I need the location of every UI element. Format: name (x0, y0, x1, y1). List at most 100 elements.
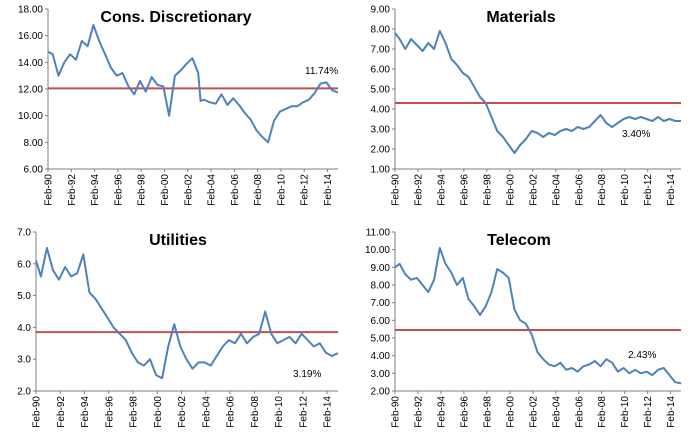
x-tick-label: Feb-12 (300, 174, 311, 206)
y-tick-labels: 18.00 16.00 14.00 12.00 10.00 8.00 6.00 (18, 5, 48, 176)
y-tick-label: 8.00 (371, 25, 391, 36)
x-tick-label: Feb-02 (183, 174, 194, 206)
y-tick-label: 6.00 (371, 316, 391, 327)
y-tick-label: 10.00 (365, 245, 390, 256)
x-tick-label: Feb-12 (643, 396, 654, 428)
x-tick-label: Feb-94 (436, 396, 447, 428)
x-tick-label: Feb-96 (113, 174, 124, 206)
x-tick-label: Feb-08 (253, 174, 264, 206)
x-tick-label: Feb-96 (459, 174, 470, 206)
panel-telecom: Telecom 11.00 10.00 9.00 8.00 7.00 6.00 5.00 4.… (365, 228, 682, 428)
x-tick-label: Feb-14 (666, 174, 677, 206)
x-tick-label: Feb-02 (528, 396, 539, 428)
x-tick-label: Feb-00 (153, 396, 164, 428)
y-tick-label: 5.00 (371, 334, 391, 345)
x-tick-label: Feb-06 (574, 174, 585, 206)
y-tick-label: 4.00 (371, 351, 391, 362)
x-tick-label: Feb-98 (482, 174, 493, 206)
x-tick-label: Feb-90 (391, 174, 402, 206)
x-tick-label: Feb-92 (413, 396, 424, 428)
x-tick-label: Feb-90 (391, 396, 402, 428)
y-tick-label: 12.00 (18, 85, 43, 96)
y-tick-label: 2.0 (17, 387, 31, 398)
x-tick-label: Feb-96 (104, 396, 115, 428)
x-tick-label: Feb-00 (505, 396, 516, 428)
x-tick-label: Feb-04 (207, 174, 218, 206)
x-tick-label: Feb-14 (666, 396, 677, 428)
x-tick-label: Feb-10 (620, 174, 631, 206)
y-tick-label: 10.00 (18, 111, 43, 122)
x-tick-label: Feb-10 (276, 174, 287, 206)
series-line (47, 24, 339, 144)
y-tick-label: 4.0 (17, 323, 31, 334)
y-tick-label: 16.00 (18, 31, 43, 42)
x-tick-label: Feb-04 (551, 396, 562, 428)
x-tick-labels: Feb-90 Feb-92 Feb-94 Feb-96 Feb-98 Feb-00 Feb-… (391, 169, 677, 206)
y-tick-label: 9.00 (371, 5, 391, 16)
series-line (394, 30, 681, 154)
x-tick-label: Feb-00 (160, 174, 171, 206)
axes (394, 232, 681, 392)
y-tick-label: 6.00 (371, 65, 391, 76)
axes (394, 9, 681, 170)
x-tick-labels: Feb-90 Feb-92 Feb-94 Feb-96 Feb-98 Feb-00 Feb-… (44, 169, 334, 206)
y-tick-label: 3.00 (371, 369, 391, 380)
series-line (35, 246, 339, 380)
x-tick-label: Feb-12 (298, 396, 309, 428)
x-tick-label: Feb-92 (67, 174, 78, 206)
x-tick-label: Feb-92 (413, 174, 424, 206)
x-tick-label: Feb-04 (201, 396, 212, 428)
panel-utilities: Utilities 7.06.05.04.03.02.0 Feb-90 Feb-9… (17, 228, 339, 428)
x-tick-label: Feb-90 (44, 174, 55, 206)
y-tick-label: 18.00 (18, 5, 43, 16)
y-tick-labels: 7.0 6.0 5.0 4.0 3.0 2.0 (17, 228, 36, 398)
y-tick-label: 6.00 (24, 165, 44, 176)
x-tick-label: Feb-94 (436, 174, 447, 206)
y-tick-label: 7.00 (371, 45, 391, 56)
axes (35, 232, 338, 392)
x-tick-label: Feb-06 (226, 396, 237, 428)
x-tick-label: Feb-08 (597, 396, 608, 428)
end-value-annotation: 3.40% (622, 129, 650, 140)
x-tick-label: Feb-06 (230, 174, 241, 206)
y-tick-label: 2.00 (371, 145, 391, 156)
y-tick-label: 3.0 (17, 355, 31, 366)
y-tick-label: 8.00 (371, 281, 391, 292)
x-tick-label: Feb-00 (505, 174, 516, 206)
panel-title: Materials (486, 9, 555, 26)
x-tick-label: Feb-96 (459, 396, 470, 428)
end-value-annotation: 11.74% (305, 66, 338, 77)
x-tick-label: Feb-92 (56, 396, 67, 428)
y-tick-labels: 11.00 10.00 9.00 8.00 7.00 6.00 5.00 4.00 3.00 2.… (365, 228, 395, 398)
y-tick-label: 1.00 (371, 165, 391, 176)
y-tick-label: 14.00 (18, 58, 43, 69)
x-tick-labels: Feb-90 Feb-92 Feb-94 Feb-96 Feb-98 Feb-00 Feb-… (391, 391, 677, 428)
x-tick-label: Feb-08 (250, 396, 261, 428)
x-tick-label: Feb-10 (620, 396, 631, 428)
x-tick-label: Feb-08 (597, 174, 608, 206)
x-tick-label: Feb-02 (177, 396, 188, 428)
panel-cons-discretionary: Cons. Discretionary 18.00 16.00 14.00 12.00… (18, 5, 339, 206)
panel-title: Cons. Discretionary (100, 9, 251, 26)
y-tick-labels: 9.00 8.00 7.00 6.00 5.00 4.00 3.00 2.00 1.00 (371, 5, 395, 176)
x-tick-label: Feb-94 (90, 174, 101, 206)
y-tick-label: 8.00 (24, 138, 44, 149)
end-value-annotation: 3.19% (293, 369, 321, 380)
y-tick-label: 9.00 (371, 263, 391, 274)
x-tick-label: Feb-14 (323, 174, 334, 206)
x-tick-label: Feb-10 (274, 396, 285, 428)
x-tick-label: Feb-12 (643, 174, 654, 206)
x-tick-labels: Feb-90 Feb-92 Feb-94 Feb-96 Feb-98 Feb-00 Feb-… (32, 391, 334, 428)
x-tick-label: Feb-98 (137, 174, 148, 206)
panel-materials: Materials 9.00 8.00 7.00 6.00 5.00 4.00 3.00 2.… (371, 5, 681, 206)
y-tick-label: 7.00 (371, 298, 391, 309)
x-tick-label: Feb-14 (323, 396, 334, 428)
y-tick-label: 3.00 (371, 125, 391, 136)
x-tick-label: Feb-06 (574, 396, 585, 428)
end-value-annotation: 2.43% (628, 350, 656, 361)
x-tick-label: Feb-02 (528, 174, 539, 206)
y-tick-label: 5.00 (371, 85, 391, 96)
x-tick-label: Feb-98 (129, 396, 140, 428)
panel-title: Telecom (487, 232, 551, 249)
